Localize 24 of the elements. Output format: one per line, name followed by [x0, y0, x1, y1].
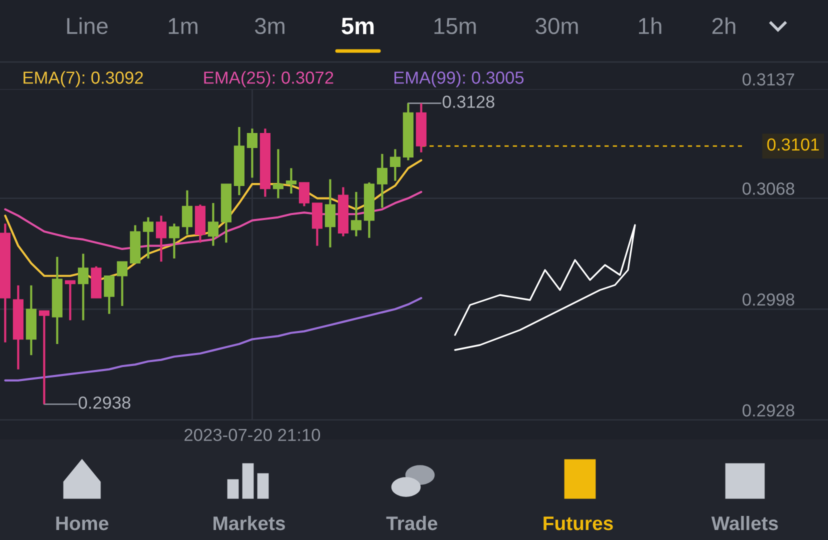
- y-tick-label: 0.2928: [742, 404, 794, 417]
- x-tick-label: 2023-07-20 21:10: [184, 428, 320, 442]
- text: Line: [67, 17, 108, 34]
- text: 2h: [712, 17, 736, 34]
- text: Markets: [214, 516, 285, 530]
- text: EMA(7): 0.3092: [24, 71, 143, 88]
- text: EMA(99): 0.3005: [394, 71, 524, 88]
- y-tick-label: 0.3137: [742, 73, 794, 86]
- text: 15m: [434, 18, 476, 34]
- text: 1h: [639, 17, 662, 34]
- y-tick-label: 0.3068: [742, 182, 794, 195]
- text: 3m: [254, 18, 284, 34]
- text: EMA(25): 0.3072: [204, 71, 334, 88]
- text: Wallets: [711, 516, 778, 530]
- text: 30m: [536, 18, 578, 34]
- text: Futures: [544, 516, 613, 530]
- text: Home: [56, 516, 108, 530]
- y-tick-label: 0.2998: [742, 293, 794, 306]
- text: Trade: [386, 516, 438, 530]
- annotation: 0.2938: [78, 396, 130, 409]
- text: 0.3128: [442, 96, 494, 108]
- text: 1m: [168, 18, 198, 34]
- text: 5m: [342, 18, 374, 34]
- ref-line-label: 0.3101: [767, 138, 819, 151]
